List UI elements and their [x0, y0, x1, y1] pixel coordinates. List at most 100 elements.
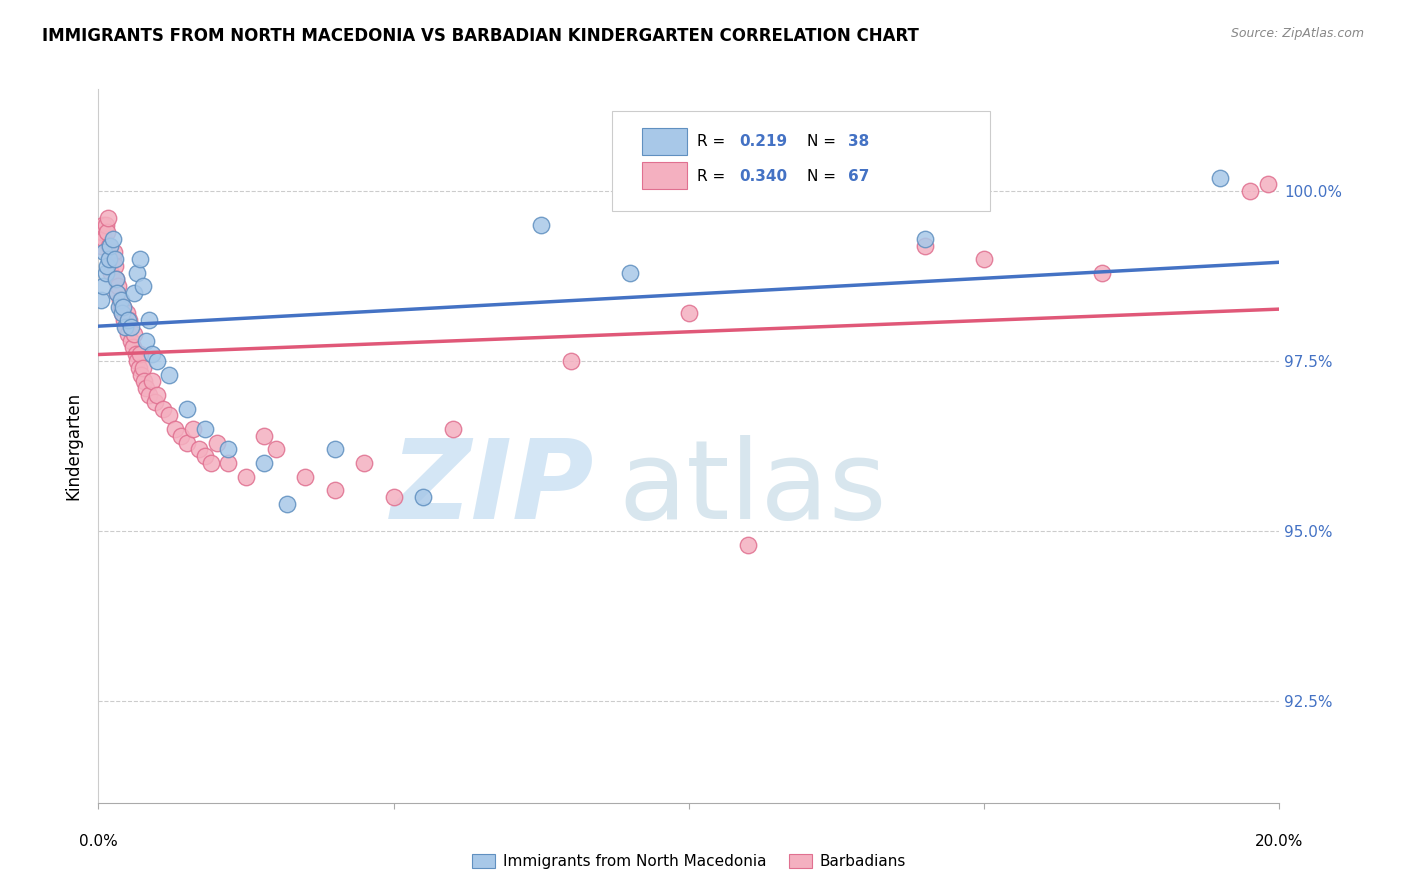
Point	[276, 497, 298, 511]
Point	[121, 341, 143, 355]
Point	[235, 469, 257, 483]
Point	[530, 218, 553, 232]
Point	[129, 368, 152, 382]
Point	[117, 313, 139, 327]
Point	[105, 286, 128, 301]
Point	[146, 388, 169, 402]
Point	[128, 252, 150, 266]
Point	[412, 490, 434, 504]
Point	[125, 354, 148, 368]
Point	[200, 456, 222, 470]
Point	[111, 306, 134, 320]
Point	[100, 266, 122, 280]
Point	[141, 347, 163, 361]
Text: 38: 38	[848, 134, 870, 149]
Point	[737, 537, 759, 551]
Point	[98, 252, 121, 266]
Point	[112, 313, 135, 327]
Point	[165, 422, 187, 436]
Point	[103, 245, 125, 260]
Point	[101, 252, 124, 266]
Point	[1257, 178, 1279, 192]
Text: N =: N =	[807, 134, 841, 149]
Point	[91, 218, 114, 232]
Point	[253, 456, 276, 470]
Text: ZIP: ZIP	[391, 435, 595, 542]
Point	[114, 320, 136, 334]
Point	[1091, 266, 1114, 280]
Point	[97, 211, 120, 226]
Point	[143, 394, 166, 409]
Point	[914, 232, 936, 246]
Point	[93, 245, 115, 260]
Point	[96, 259, 118, 273]
Point	[134, 375, 156, 389]
Point	[678, 306, 700, 320]
Point	[187, 442, 209, 457]
Point	[973, 252, 995, 266]
Point	[194, 449, 217, 463]
FancyBboxPatch shape	[612, 111, 990, 211]
Point	[176, 401, 198, 416]
Point	[323, 442, 346, 457]
Legend: Immigrants from North Macedonia, Barbadians: Immigrants from North Macedonia, Barbadi…	[465, 848, 912, 875]
Point	[138, 313, 160, 327]
Point	[914, 238, 936, 252]
Text: 0.0%: 0.0%	[79, 834, 118, 849]
Point	[94, 218, 117, 232]
Point	[619, 266, 641, 280]
Point	[105, 286, 128, 301]
Point	[132, 279, 155, 293]
Point	[441, 422, 464, 436]
Point	[96, 225, 118, 239]
Text: 0.340: 0.340	[740, 169, 787, 184]
Point	[181, 422, 204, 436]
Point	[157, 409, 180, 423]
Point	[132, 360, 155, 375]
Point	[194, 422, 217, 436]
Point	[112, 300, 135, 314]
Point	[170, 429, 193, 443]
Point	[117, 326, 139, 341]
Point	[118, 313, 141, 327]
Point	[253, 429, 276, 443]
Point	[105, 272, 128, 286]
Point	[1239, 184, 1261, 198]
Point	[111, 306, 134, 320]
Point	[90, 293, 112, 307]
Point	[94, 266, 117, 280]
Text: R =: R =	[697, 169, 730, 184]
Point	[141, 375, 163, 389]
FancyBboxPatch shape	[641, 128, 686, 155]
FancyBboxPatch shape	[641, 162, 686, 189]
Point	[90, 238, 112, 252]
Point	[152, 401, 174, 416]
Point	[128, 360, 150, 375]
Point	[108, 300, 131, 314]
Text: 0.219: 0.219	[740, 134, 787, 149]
Point	[128, 347, 150, 361]
Point	[93, 232, 115, 246]
Point	[205, 435, 228, 450]
Text: R =: R =	[697, 134, 730, 149]
Point	[125, 266, 148, 280]
Point	[105, 272, 128, 286]
Point	[135, 381, 157, 395]
Point	[115, 306, 138, 320]
Point	[124, 347, 146, 361]
Point	[217, 442, 239, 457]
Point	[91, 225, 114, 239]
Y-axis label: Kindergarten: Kindergarten	[65, 392, 83, 500]
Point	[104, 252, 127, 266]
Point	[560, 354, 582, 368]
Point	[98, 238, 121, 252]
Point	[98, 252, 121, 266]
Text: atlas: atlas	[619, 435, 887, 542]
Point	[353, 456, 375, 470]
Point	[138, 388, 160, 402]
Point	[264, 442, 287, 457]
Text: Source: ZipAtlas.com: Source: ZipAtlas.com	[1230, 27, 1364, 40]
Text: 20.0%: 20.0%	[1256, 834, 1303, 849]
Point	[98, 238, 121, 252]
Point	[217, 456, 239, 470]
